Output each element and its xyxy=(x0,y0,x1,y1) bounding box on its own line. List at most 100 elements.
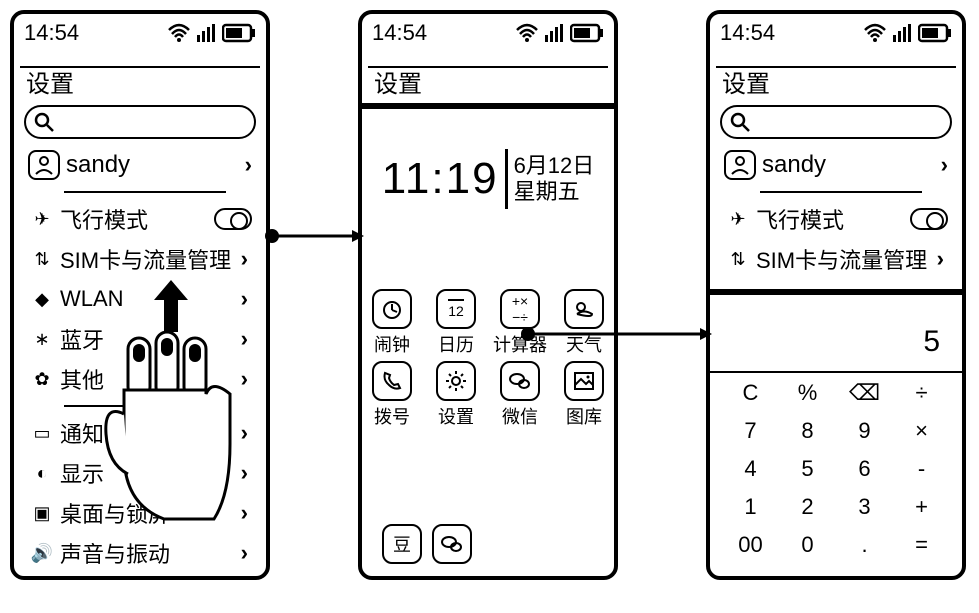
chevron-right-icon: › xyxy=(241,366,248,392)
page-title: 设置 xyxy=(710,50,962,103)
key-7[interactable]: 7 xyxy=(722,415,779,447)
desktop-icon: ▣ xyxy=(32,503,52,524)
battery-icon xyxy=(918,23,952,43)
chevron-right-icon: › xyxy=(937,246,944,272)
wechat-icon xyxy=(440,532,464,556)
clock-widget[interactable]: 11:19 6月12日 星期五 xyxy=(362,149,614,209)
three-finger-gesture-icon xyxy=(104,324,234,524)
battery-icon xyxy=(570,23,604,43)
chevron-right-icon: › xyxy=(245,152,252,178)
sound-icon: 🔊 xyxy=(32,543,52,564)
search-icon xyxy=(730,112,750,132)
profile-row[interactable]: sandy › xyxy=(724,145,952,185)
profile-row[interactable]: sandy › xyxy=(28,145,256,185)
signal-icon xyxy=(544,23,566,43)
key-equals[interactable]: = xyxy=(893,529,950,561)
airplane-icon: ✈ xyxy=(32,209,52,230)
key-3[interactable]: 3 xyxy=(836,491,893,523)
chevron-right-icon: › xyxy=(241,326,248,352)
key-6[interactable]: 6 xyxy=(836,453,893,485)
flow-arrow-2 xyxy=(520,324,712,344)
row-airplane-mode[interactable]: ✈飞行模式 xyxy=(14,199,266,239)
wechat-icon xyxy=(500,361,540,401)
key-decimal[interactable]: . xyxy=(836,529,893,561)
key-add[interactable]: + xyxy=(893,491,950,523)
key-subtract[interactable]: - xyxy=(893,453,950,485)
row-sound[interactable]: 🔊声音与振动 › xyxy=(14,533,266,573)
airplane-icon: ✈ xyxy=(728,209,748,230)
key-4[interactable]: 4 xyxy=(722,453,779,485)
ui-flow-diagram: 14:54 设置 sandy › ✈飞行模式 xyxy=(0,0,979,613)
airplane-toggle[interactable] xyxy=(910,208,948,230)
key-2[interactable]: 2 xyxy=(779,491,836,523)
widget-date: 6月12日 xyxy=(514,153,595,179)
chevron-right-icon: › xyxy=(241,246,248,272)
chevron-right-icon: › xyxy=(241,420,248,446)
widget-weekday: 星期五 xyxy=(514,179,595,205)
key-percent[interactable]: % xyxy=(779,377,836,409)
calendar-icon: 12 xyxy=(436,289,476,329)
row-sim[interactable]: ⇅SIM卡与流量管理 › xyxy=(710,239,962,279)
row-sim[interactable]: ⇅SIM卡与流量管理 › xyxy=(14,239,266,279)
phone-split-settings-calculator: 14:54 设置 sandy › ✈飞行模式 xyxy=(706,10,966,580)
key-00[interactable]: 00 xyxy=(722,529,779,561)
weather-icon xyxy=(564,289,604,329)
status-bar: 14:54 xyxy=(362,14,614,50)
status-bar: 14:54 xyxy=(710,14,962,50)
key-5[interactable]: 5 xyxy=(779,453,836,485)
gallery-icon xyxy=(564,361,604,401)
key-clear[interactable]: C xyxy=(722,377,779,409)
calculator-display: 5 xyxy=(710,295,962,371)
flow-arrow-1 xyxy=(264,226,364,246)
avatar-icon xyxy=(724,150,756,180)
app-calendar[interactable]: 12日历 xyxy=(428,289,484,357)
row-airplane-mode[interactable]: ✈飞行模式 xyxy=(710,199,962,239)
sim-icon: ⇅ xyxy=(728,249,748,270)
key-multiply[interactable]: × xyxy=(893,415,950,447)
chevron-right-icon: › xyxy=(941,152,948,178)
status-time: 14:54 xyxy=(24,20,79,46)
chevron-right-icon: › xyxy=(241,540,248,566)
bluetooth-icon: ∗ xyxy=(32,329,52,350)
status-bar: 14:54 xyxy=(14,14,266,50)
chevron-right-icon: › xyxy=(241,500,248,526)
chevron-right-icon: › xyxy=(241,286,248,312)
search-input[interactable] xyxy=(720,105,952,139)
key-0[interactable]: 0 xyxy=(779,529,836,561)
search-input[interactable] xyxy=(24,105,256,139)
key-1[interactable]: 1 xyxy=(722,491,779,523)
gear-icon xyxy=(436,361,476,401)
key-divide[interactable]: ÷ xyxy=(893,377,950,409)
chevron-right-icon: › xyxy=(241,460,248,486)
row-wlan[interactable]: ◆WLAN › xyxy=(14,279,266,319)
key-backspace[interactable]: ⌫ xyxy=(836,377,893,409)
calculator-keypad: C % ⌫ ÷ 7 8 9 × 4 5 6 - 1 2 3 + 00 0 . = xyxy=(710,373,962,571)
app-weather[interactable]: 天气 xyxy=(556,289,612,357)
signal-icon xyxy=(892,23,914,43)
wifi-icon xyxy=(514,23,540,43)
phone-home-screen: 14:54 设置 11:19 6月12日 星期五 闹钟 12日历 +×−÷计算器… xyxy=(358,10,618,580)
wlan-icon: ◆ xyxy=(32,289,52,310)
app-gallery[interactable]: 图库 xyxy=(556,361,612,429)
signal-icon xyxy=(196,23,218,43)
notify-icon: ▭ xyxy=(32,423,52,444)
app-alarm[interactable]: 闹钟 xyxy=(364,289,420,357)
app-wechat[interactable]: 微信 xyxy=(492,361,548,429)
airplane-toggle[interactable] xyxy=(214,208,252,230)
app-grid: 闹钟 12日历 +×−÷计算器 天气 拨号 设置 微信 图库 xyxy=(362,289,614,429)
search-icon xyxy=(34,112,54,132)
profile-name: sandy xyxy=(66,151,130,179)
app-dialer[interactable]: 拨号 xyxy=(364,361,420,429)
status-time: 14:54 xyxy=(372,20,427,46)
app-settings[interactable]: 设置 xyxy=(428,361,484,429)
key-9[interactable]: 9 xyxy=(836,415,893,447)
swipe-up-arrow-icon xyxy=(154,280,188,332)
dock-app-wechat[interactable] xyxy=(432,524,472,564)
app-calculator[interactable]: +×−÷计算器 xyxy=(492,289,548,357)
phone-settings-gesture: 14:54 设置 sandy › ✈飞行模式 xyxy=(10,10,270,580)
status-time: 14:54 xyxy=(720,20,775,46)
battery-icon xyxy=(222,23,256,43)
dock-app-dou[interactable]: 豆 xyxy=(382,524,422,564)
key-8[interactable]: 8 xyxy=(779,415,836,447)
page-title: 设置 xyxy=(14,50,266,103)
